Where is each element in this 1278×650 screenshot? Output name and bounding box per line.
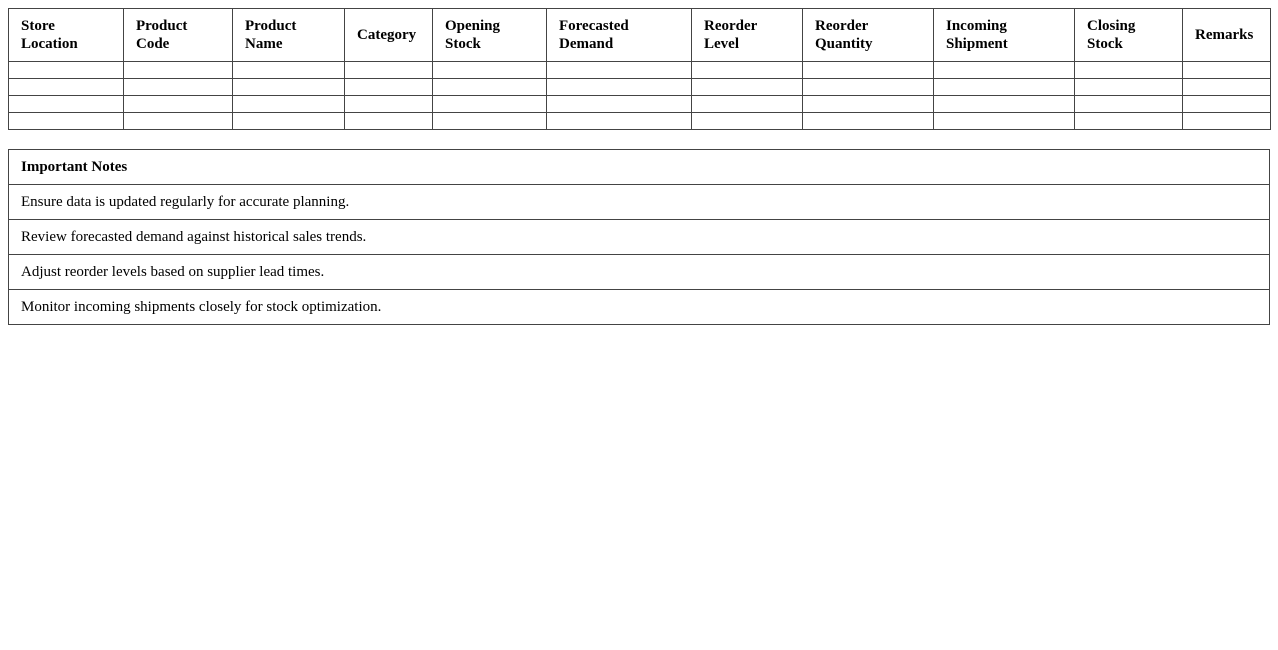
notes-table: Important Notes Ensure data is updated r… (8, 149, 1270, 325)
table-cell[interactable] (933, 112, 1075, 130)
table-cell[interactable] (8, 95, 124, 113)
column-header: Product Name (232, 8, 345, 62)
column-header: Incoming Shipment (933, 8, 1075, 62)
note-item: Monitor incoming shipments closely for s… (8, 289, 1270, 325)
table-cell[interactable] (1074, 61, 1183, 79)
table-cell[interactable] (933, 95, 1075, 113)
table-cell[interactable] (691, 78, 803, 96)
table-cell[interactable] (546, 61, 692, 79)
table-row (8, 61, 1271, 79)
table-cell[interactable] (232, 78, 345, 96)
note-item: Adjust reorder levels based on supplier … (8, 254, 1270, 290)
table-cell[interactable] (802, 95, 934, 113)
table-cell[interactable] (232, 95, 345, 113)
table-cell[interactable] (123, 112, 233, 130)
table-cell[interactable] (933, 61, 1075, 79)
table-cell[interactable] (232, 61, 345, 79)
table-row (8, 95, 1271, 113)
table-cell[interactable] (1074, 95, 1183, 113)
table-cell[interactable] (8, 78, 124, 96)
table-cell[interactable] (1074, 112, 1183, 130)
note-item: Ensure data is updated regularly for acc… (8, 184, 1270, 220)
table-cell[interactable] (344, 61, 433, 79)
table-cell[interactable] (8, 112, 124, 130)
table-cell[interactable] (802, 61, 934, 79)
table-cell[interactable] (546, 78, 692, 96)
table-cell[interactable] (123, 61, 233, 79)
table-cell[interactable] (802, 112, 934, 130)
notes-title: Important Notes (8, 149, 1270, 185)
table-cell[interactable] (432, 78, 547, 96)
header-row: Store Location Product Code Product Name Ca… (8, 8, 1271, 62)
column-header: Closing Stock (1074, 8, 1183, 62)
table-cell[interactable] (933, 78, 1075, 96)
table-cell[interactable] (432, 95, 547, 113)
table-cell[interactable] (1182, 95, 1271, 113)
table-row (8, 78, 1271, 96)
table-cell[interactable] (1182, 61, 1271, 79)
column-header: Forecasted Demand (546, 8, 692, 62)
table-cell[interactable] (432, 61, 547, 79)
table-cell[interactable] (546, 112, 692, 130)
column-header: Reorder Level (691, 8, 803, 62)
table-cell[interactable] (344, 95, 433, 113)
table-cell[interactable] (691, 95, 803, 113)
table-cell[interactable] (8, 61, 124, 79)
table-cell[interactable] (344, 78, 433, 96)
table-cell[interactable] (691, 61, 803, 79)
table-cell[interactable] (123, 78, 233, 96)
table-cell[interactable] (123, 95, 233, 113)
table-cell[interactable] (1182, 112, 1271, 130)
table-cell[interactable] (1074, 78, 1183, 96)
table-cell[interactable] (344, 112, 433, 130)
table-cell[interactable] (432, 112, 547, 130)
column-header: Category (344, 8, 433, 62)
column-header: Store Location (8, 8, 124, 62)
inventory-table: Store Location Product Code Product Name Ca… (8, 8, 1271, 130)
table-cell[interactable] (1182, 78, 1271, 96)
column-header: Remarks (1182, 8, 1271, 62)
table-row (8, 112, 1271, 130)
table-cell[interactable] (232, 112, 345, 130)
column-header: Reorder Quantity (802, 8, 934, 62)
table-cell[interactable] (802, 78, 934, 96)
column-header: Product Code (123, 8, 233, 62)
table-cell[interactable] (691, 112, 803, 130)
table-cell[interactable] (546, 95, 692, 113)
page: Store Location Product Code Product Name Ca… (8, 8, 1271, 325)
note-item: Review forecasted demand against histori… (8, 219, 1270, 255)
column-header: Opening Stock (432, 8, 547, 62)
